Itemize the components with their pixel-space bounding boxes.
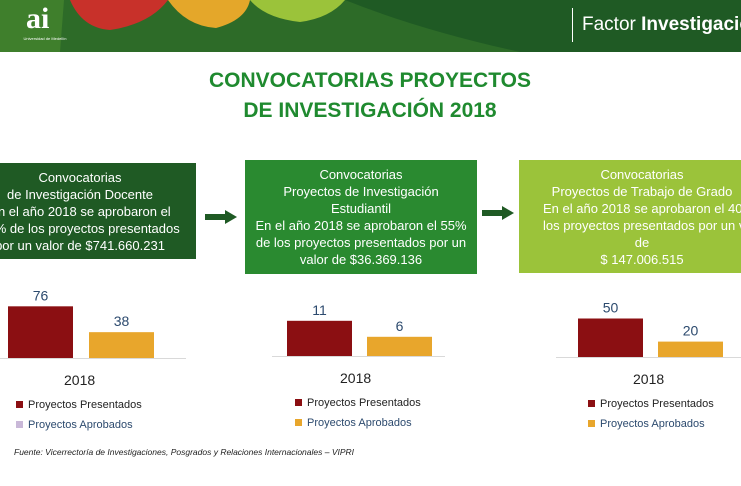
legend-swatch [588, 419, 595, 427]
category-label: 2018 [340, 370, 372, 386]
legend-item-approved: Proyectos Aprobados [16, 419, 133, 431]
bar-presented [8, 306, 73, 358]
bar-approved [658, 341, 723, 357]
data-label: 6 [396, 318, 404, 334]
legend-label: Proyectos Aprobados [600, 418, 705, 430]
legend-label: Proyectos Presentados [307, 397, 421, 409]
box-line: de los proyectos presentados por un [255, 235, 467, 250]
logo-subtitle: Universidad de Medellín [23, 36, 67, 41]
legend-swatch [16, 400, 23, 408]
bar-charts: 76 38 11 6 50 20 [0, 287, 741, 359]
arrow-right-icon [205, 210, 237, 224]
box-line: por un valor de $741.660.231 [0, 238, 165, 253]
legend-label: Proyectos Presentados [28, 399, 142, 411]
legend-swatch [588, 399, 595, 407]
legend-item-presented: Proyectos Presentados [588, 398, 714, 410]
info-box-estudiantil: Convocatorias Proyectos de Investigación… [245, 160, 477, 274]
legend-label: Proyectos Aprobados [307, 417, 412, 429]
category-label: 2018 [633, 371, 665, 387]
box-line: Convocatorias [600, 167, 684, 182]
bar-approved [89, 332, 154, 358]
box-line: valor de $36.369.136 [299, 252, 423, 267]
category-label: 2018 [64, 372, 96, 388]
box-line: Estudiantil [331, 201, 391, 216]
box-line: En el año 2018 se aprobaron el 40% de [543, 201, 741, 216]
legend-item-approved: Proyectos Aprobados [295, 417, 412, 429]
page-title: CONVOCATORIAS PROYECTOS DE INVESTIGACIÓN… [150, 66, 590, 126]
data-label: 20 [683, 323, 699, 339]
box-line: Proyectos de Trabajo de Grado [551, 184, 733, 199]
header-background [0, 0, 741, 52]
box-line: $ 147.006.515 [600, 252, 684, 267]
source-note: Fuente: Vicerrectoría de Investigaciones… [14, 447, 355, 457]
box-line: Convocatorias [38, 170, 122, 185]
brand-light: Factor [582, 14, 642, 35]
box-line: En el año 2018 se aprobaron el 55% [255, 218, 467, 233]
box-line: los proyectos presentados por un valor [543, 218, 741, 233]
legend-label: Proyectos Aprobados [28, 419, 133, 431]
box-line: Convocatorias [319, 167, 403, 182]
legend-item-approved: Proyectos Aprobados [588, 418, 705, 430]
legend-item-presented: Proyectos Presentados [16, 399, 142, 411]
arrow-right-icon [482, 206, 514, 220]
legend-label: Proyectos Presentados [600, 398, 714, 410]
header-banner: ai Universidad de Medellín Factor Invest… [0, 0, 741, 52]
data-label: 11 [312, 302, 327, 318]
data-label: 50 [603, 300, 619, 316]
bar-presented [578, 318, 643, 357]
title-line-2: DE INVESTIGACIÓN 2018 [243, 99, 497, 122]
data-label: 76 [33, 287, 49, 303]
box-line: En el año 2018 se aprobaron el [0, 204, 171, 219]
bar-presented [287, 320, 352, 356]
brand-bold: Investigación [641, 14, 741, 35]
data-label: 38 [114, 313, 130, 329]
title-line-1: CONVOCATORIAS PROYECTOS [208, 69, 532, 92]
box-line: 50% de los proyectos presentados [0, 221, 180, 236]
header-brand: Factor Investigación [582, 14, 741, 36]
legend-swatch [295, 398, 302, 406]
box-line: Proyectos de Investigación [283, 184, 439, 199]
box-line: de Investigación Docente [7, 187, 153, 202]
info-box-docente: Convocatorias de Investigación Docente E… [0, 163, 196, 259]
legend-item-presented: Proyectos Presentados [295, 397, 421, 409]
header-divider [572, 8, 573, 42]
box-line: de [634, 235, 650, 250]
legend-swatch [16, 420, 23, 428]
logo: ai [26, 2, 50, 35]
bar-approved [367, 336, 432, 356]
legend-swatch [295, 418, 302, 426]
info-box-trabajo-grado: Convocatorias Proyectos de Trabajo de Gr… [519, 160, 741, 273]
